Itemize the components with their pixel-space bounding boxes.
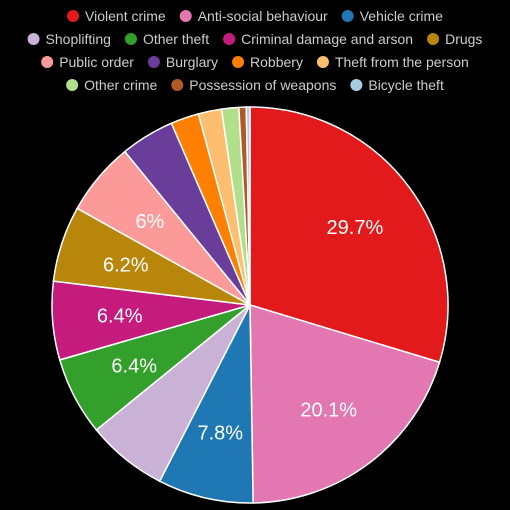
legend-item: Other theft: [124, 31, 209, 47]
legend-marker: [124, 33, 137, 45]
legend-label: Shoplifting: [46, 31, 111, 47]
pie-slices: [51, 106, 449, 504]
legend-label: Criminal damage and arson: [241, 31, 413, 47]
legend-marker: [41, 56, 54, 68]
legend-marker: [179, 10, 192, 22]
legend-item: Vehicle crime: [341, 8, 443, 24]
legend-label: Other theft: [143, 31, 209, 47]
legend-label: Burglary: [166, 54, 218, 70]
slice-label: 6.4%: [111, 356, 157, 378]
legend-item: Robbery: [232, 54, 303, 70]
legend-item: Criminal damage and arson: [223, 31, 413, 47]
legend-item: Burglary: [147, 54, 218, 70]
legend-marker: [27, 33, 40, 45]
legend-marker: [350, 79, 363, 91]
pie-slice: [249, 303, 441, 504]
legend-marker: [66, 79, 79, 91]
legend-label: Anti-social behaviour: [198, 8, 328, 24]
legend-item: Possession of weapons: [171, 77, 336, 93]
legend-marker: [427, 33, 440, 45]
legend-item: Violent crime: [67, 8, 166, 24]
legend-label: Theft from the person: [335, 54, 469, 70]
pie-slice: [158, 304, 254, 504]
legend-item: Other crime: [66, 77, 157, 93]
legend-marker: [147, 56, 160, 68]
legend-marker: [171, 79, 184, 91]
slice-label: 6%: [135, 211, 164, 233]
legend-item: Public order: [41, 54, 134, 70]
slice-label: 6.2%: [103, 255, 149, 277]
legend: Violent crime Anti-social behaviour Vehicl…: [27, 8, 482, 93]
legend-label: Robbery: [250, 54, 303, 70]
legend-label: Vehicle crime: [360, 8, 443, 24]
slice-label: 20.1%: [300, 399, 357, 421]
legend-marker: [341, 10, 354, 22]
slice-label: 7.8%: [198, 422, 244, 444]
legend-item: Bicycle theft: [350, 77, 444, 93]
legend-label: Public order: [59, 54, 134, 70]
pie-slice: [249, 106, 449, 364]
legend-label: Bicycle theft: [368, 77, 444, 93]
legend-marker: [316, 56, 329, 68]
slice-label: 6.4%: [97, 305, 143, 327]
legend-label: Possession of weapons: [189, 77, 336, 93]
legend-marker: [223, 33, 236, 45]
slice-labels: 29.7% 20.1% 7.8% 6.4% 6.4% 6.2% 6%: [97, 211, 384, 444]
legend-item: Drugs: [427, 31, 482, 47]
legend-label: Drugs: [445, 31, 482, 47]
legend-label: Other crime: [84, 77, 157, 93]
pie-slice: [245, 106, 251, 306]
legend-item: Theft from the person: [316, 54, 469, 70]
slice-label: 29.7%: [327, 217, 384, 239]
legend-marker: [232, 56, 245, 68]
legend-item: Shoplifting: [27, 31, 111, 47]
legend-marker: [67, 10, 80, 22]
legend-label: Violent crime: [85, 8, 166, 24]
legend-item: Anti-social behaviour: [179, 8, 328, 24]
